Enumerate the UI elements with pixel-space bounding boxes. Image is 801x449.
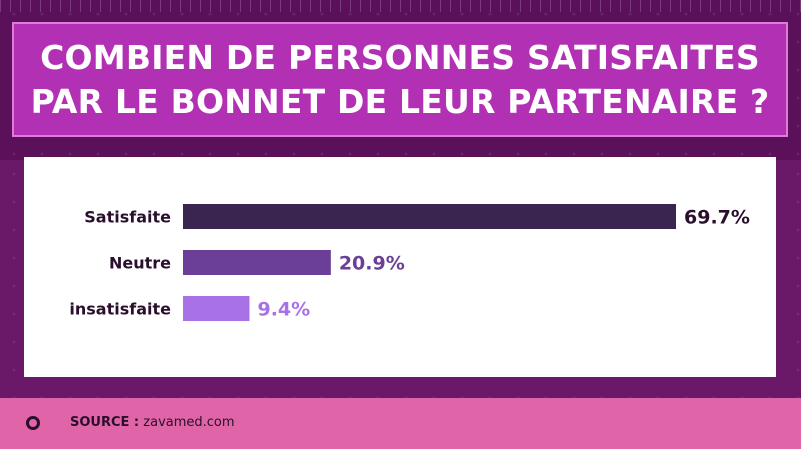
footer: SOURCE : zavamed.com: [0, 398, 801, 449]
title-line-2: PAR LE BONNET DE LEUR PARTENAIRE ?: [30, 81, 770, 121]
bar-neutre: [183, 250, 331, 275]
category-label-neutre: Neutre: [109, 254, 171, 273]
title-banner: COMBIEN DE PERSONNES SATISFAITES PAR LE …: [12, 22, 788, 137]
ruler-decoration: [0, 0, 801, 12]
chart-panel: Satisfaite 69.7% Neutre 20.9% insatisfaite 9.…: [24, 157, 776, 377]
category-label-insatisfaite: insatisfaite: [69, 300, 171, 319]
source-value: zavamed.com: [143, 415, 235, 430]
value-label-satisfaite: 69.7%: [684, 207, 750, 229]
category-label-satisfaite: Satisfaite: [84, 208, 171, 227]
source-text: SOURCE : zavamed.com: [70, 414, 235, 432]
source-label: SOURCE :: [70, 415, 140, 430]
bar-chart: Satisfaite 69.7% Neutre 20.9% insatisfaite 9.…: [69, 204, 750, 321]
title-line-1: COMBIEN DE PERSONNES SATISFAITES: [40, 37, 760, 77]
value-label-neutre: 20.9%: [339, 253, 405, 275]
bar-satisfaite: [183, 204, 676, 229]
source-circle-icon: [26, 416, 40, 430]
value-label-insatisfaite: 9.4%: [257, 299, 310, 321]
bar-insatisfaite: [183, 296, 250, 321]
